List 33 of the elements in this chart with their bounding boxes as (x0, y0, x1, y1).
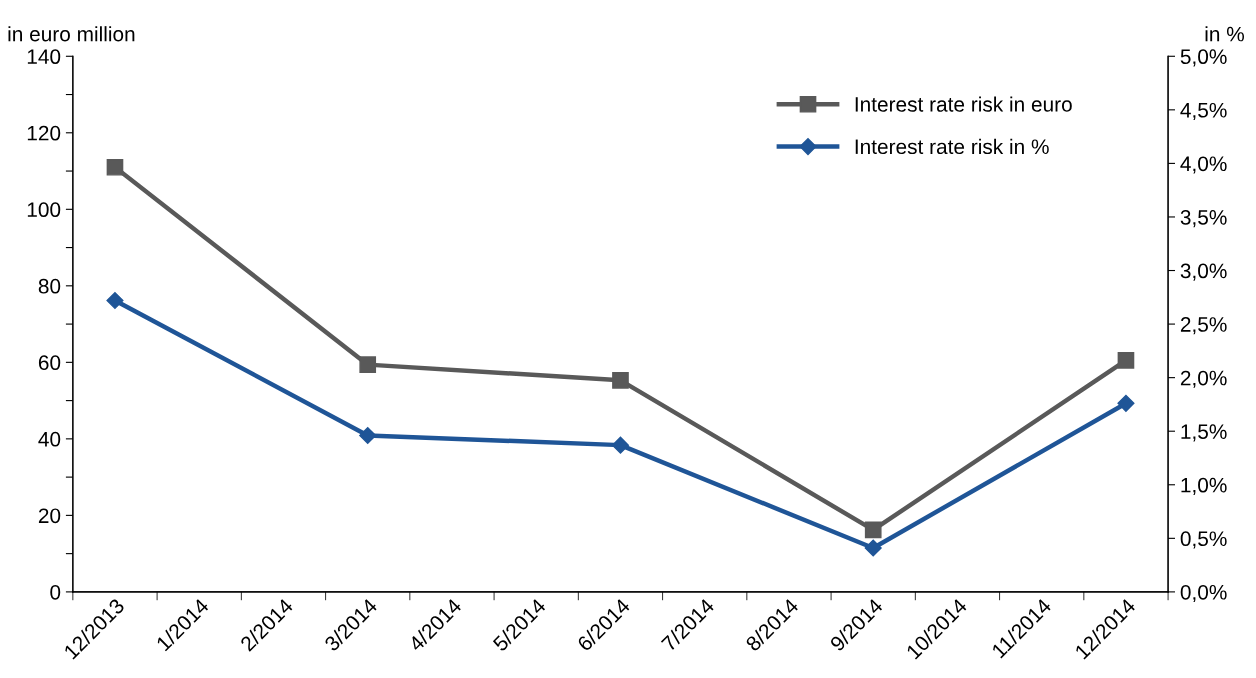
point (864, 539, 882, 557)
point (359, 426, 377, 445)
point (612, 371, 629, 389)
y-tick-label: 20 (38, 508, 61, 524)
y2-tick-label: 4,0% (1180, 156, 1227, 174)
point (1117, 352, 1135, 369)
y-tick-label: 100 (27, 202, 61, 218)
point (106, 158, 124, 176)
point (106, 291, 124, 310)
y-tick-label: 0 (50, 584, 61, 600)
y-tick-label: 40 (38, 431, 61, 447)
point (611, 436, 630, 454)
y-axis-title: in euro million (8, 26, 135, 42)
legend-label: Interest rate risk in euro (855, 96, 1072, 112)
y-tick-label: 60 (38, 355, 61, 371)
y2-tick-label: 5,0% (1180, 49, 1227, 67)
y2-tick-label: 2,5% (1180, 317, 1227, 335)
y2-tick-label: 0,0% (1180, 584, 1227, 603)
y-tick-label: 140 (27, 49, 61, 65)
y2-tick-label: 2,0% (1180, 370, 1227, 388)
y2-tick-label: 0,5% (1180, 531, 1227, 549)
y2-tick-label: 3,5% (1180, 209, 1227, 228)
point (864, 521, 882, 539)
point (1117, 394, 1135, 412)
y2-tick-label: 1,0% (1181, 477, 1227, 495)
y2-tick-label: 4,5% (1180, 102, 1227, 121)
y-tick-label: 80 (38, 278, 61, 294)
y-tick-label: 120 (27, 125, 61, 141)
legend-label: Interest rate risk in % (855, 138, 1049, 155)
point (359, 356, 377, 373)
y2-tick-label: 3,0% (1180, 263, 1227, 281)
y2-axis-title: in % (1205, 26, 1245, 42)
y2-tick-label: 1,5% (1181, 424, 1227, 442)
